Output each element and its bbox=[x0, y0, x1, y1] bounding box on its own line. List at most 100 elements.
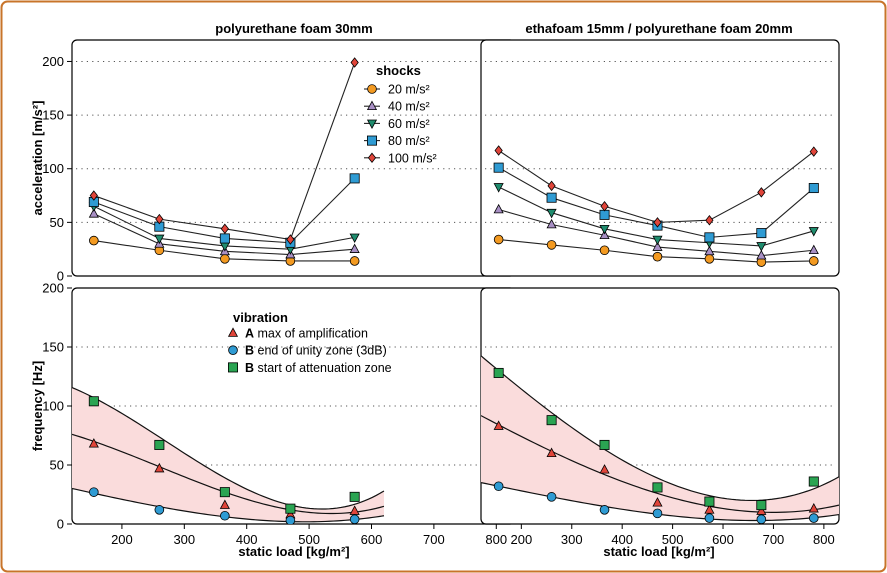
data-point-series-4 bbox=[599, 209, 610, 220]
fit-curve-1 bbox=[481, 415, 839, 513]
data-point-series-1 bbox=[704, 504, 715, 514]
data-point-series-5 bbox=[220, 223, 229, 235]
data-point-series-1 bbox=[599, 245, 610, 256]
data-point-series-4 bbox=[704, 232, 715, 243]
data-point-series-1 bbox=[808, 503, 819, 513]
ylabel-acceleration: acceleration [m/s²] bbox=[30, 101, 45, 216]
y-tick-label: 100 bbox=[42, 399, 64, 414]
data-point-series-3 bbox=[808, 476, 819, 487]
data-point-series-2 bbox=[546, 218, 557, 229]
data-point-series-3 bbox=[756, 242, 767, 252]
data-point-series-1 bbox=[493, 234, 504, 245]
x-tick-label: 200 bbox=[510, 532, 532, 547]
panel-top-right bbox=[480, 39, 840, 277]
data-point-series-1 bbox=[808, 256, 819, 266]
panel-title-right: ethafoam 15mm / polyurethane foam 20mm bbox=[525, 21, 792, 36]
legend-vibration-title: vibration bbox=[233, 310, 288, 325]
data-point-series-2 bbox=[285, 515, 296, 524]
fit-curve-3 bbox=[481, 355, 839, 502]
data-point-series-2 bbox=[493, 203, 504, 214]
chart-panels: 0 50 100 150 200 0 50 100 150 200 200 300 400 500 600 7… bbox=[42, 39, 840, 547]
legend-shocks-label: 20 m/s² bbox=[388, 83, 430, 97]
y-tick-label: 0 bbox=[57, 517, 64, 532]
data-point-series-1 bbox=[220, 254, 230, 264]
data-point-series-2 bbox=[808, 513, 819, 523]
data-point-series-1 bbox=[349, 256, 360, 266]
y-tick-label: 150 bbox=[42, 108, 64, 123]
legend-shocks: shocks 20 m/s² 40 m/s² 60 m/s² 80 m/s² 100 m… bbox=[364, 63, 437, 165]
data-point-series-5 bbox=[494, 145, 503, 156]
data-point-series-1 bbox=[88, 438, 99, 448]
x-tick-label: 300 bbox=[561, 532, 583, 547]
data-point-series-2 bbox=[704, 513, 715, 523]
data-point-series-2 bbox=[349, 243, 360, 253]
data-point-series-2 bbox=[599, 229, 610, 240]
legend-vibration-marker bbox=[227, 327, 239, 337]
data-point-series-3 bbox=[704, 496, 715, 507]
data-point-series-5 bbox=[809, 146, 818, 157]
data-point-series-3 bbox=[349, 233, 360, 244]
x-tick-label: 700 bbox=[423, 532, 445, 547]
y-tick-label: 0 bbox=[57, 269, 64, 284]
legend-shocks-label: 80 m/s² bbox=[388, 134, 430, 148]
legend-shocks-marker bbox=[367, 152, 377, 164]
legend-vibration-label: B end of unity zone (3dB) bbox=[245, 344, 387, 358]
data-point-series-2 bbox=[704, 245, 715, 256]
legend-vibration-marker bbox=[228, 345, 238, 356]
data-point-series-2 bbox=[652, 241, 663, 251]
xlabel-left: static load [kg/m²] bbox=[238, 544, 349, 559]
x-tick-label: 400 bbox=[611, 532, 633, 547]
data-point-series-1 bbox=[349, 505, 360, 515]
y-tick-label: 50 bbox=[50, 458, 64, 473]
shaded-band bbox=[481, 355, 839, 521]
data-point-series-4 bbox=[546, 192, 557, 203]
data-point-series-3 bbox=[154, 439, 165, 450]
data-point-series-4 bbox=[756, 228, 767, 239]
data-point-series-5 bbox=[653, 217, 662, 228]
data-point-series-2 bbox=[220, 510, 230, 521]
x-tick-label: 800 bbox=[813, 532, 835, 547]
data-point-series-3 bbox=[546, 208, 557, 219]
y-tick-label: 200 bbox=[42, 54, 64, 69]
legend-vibration-label: A max of amplification bbox=[245, 327, 368, 341]
y-tick-label: 100 bbox=[42, 161, 64, 176]
data-point-series-3 bbox=[599, 439, 610, 450]
y-tick-label: 150 bbox=[42, 340, 64, 355]
x-tick-label: 500 bbox=[298, 532, 320, 547]
data-point-series-5 bbox=[89, 190, 98, 201]
plot-area bbox=[480, 39, 840, 277]
legend-shocks-title: shocks bbox=[376, 63, 421, 78]
data-point-series-5 bbox=[600, 201, 609, 212]
data-point-series-1 bbox=[493, 420, 504, 430]
data-point-series-3 bbox=[652, 482, 663, 493]
data-point-series-2 bbox=[89, 487, 99, 497]
data-point-series-1 bbox=[652, 251, 663, 262]
data-point-series-3 bbox=[599, 224, 610, 235]
x-tick-label: 400 bbox=[236, 532, 258, 547]
data-point-series-3 bbox=[88, 396, 99, 407]
data-point-series-4 bbox=[808, 183, 819, 194]
shaded-band bbox=[72, 387, 384, 522]
data-point-series-5 bbox=[155, 213, 164, 225]
data-point-series-2 bbox=[599, 505, 610, 515]
legend-shocks-marker bbox=[366, 135, 377, 146]
legend-shocks-label: 40 m/s² bbox=[388, 100, 430, 114]
data-point-series-2 bbox=[546, 492, 557, 502]
data-point-series-1 bbox=[756, 505, 767, 515]
data-point-series-2 bbox=[154, 505, 165, 515]
legend-vibration-label: B start of attenuation zone bbox=[245, 361, 392, 375]
data-point-series-2 bbox=[808, 244, 819, 255]
y-tick-label: 50 bbox=[50, 215, 64, 230]
x-tick-label: 600 bbox=[712, 532, 734, 547]
ylabel-frequency: frequency [Hz] bbox=[30, 361, 45, 451]
data-point-series-3 bbox=[285, 503, 296, 514]
x-tick-label: 500 bbox=[662, 532, 684, 547]
data-point-series-1 bbox=[704, 254, 715, 264]
x-tick-label: 200 bbox=[111, 532, 133, 547]
data-point-series-2 bbox=[652, 508, 663, 519]
data-point-series-1 bbox=[154, 462, 165, 473]
data-point-series-2 bbox=[756, 249, 767, 260]
data-point-series-1 bbox=[546, 447, 557, 458]
data-point-series-3 bbox=[493, 367, 504, 378]
data-point-series-1 bbox=[219, 499, 230, 509]
